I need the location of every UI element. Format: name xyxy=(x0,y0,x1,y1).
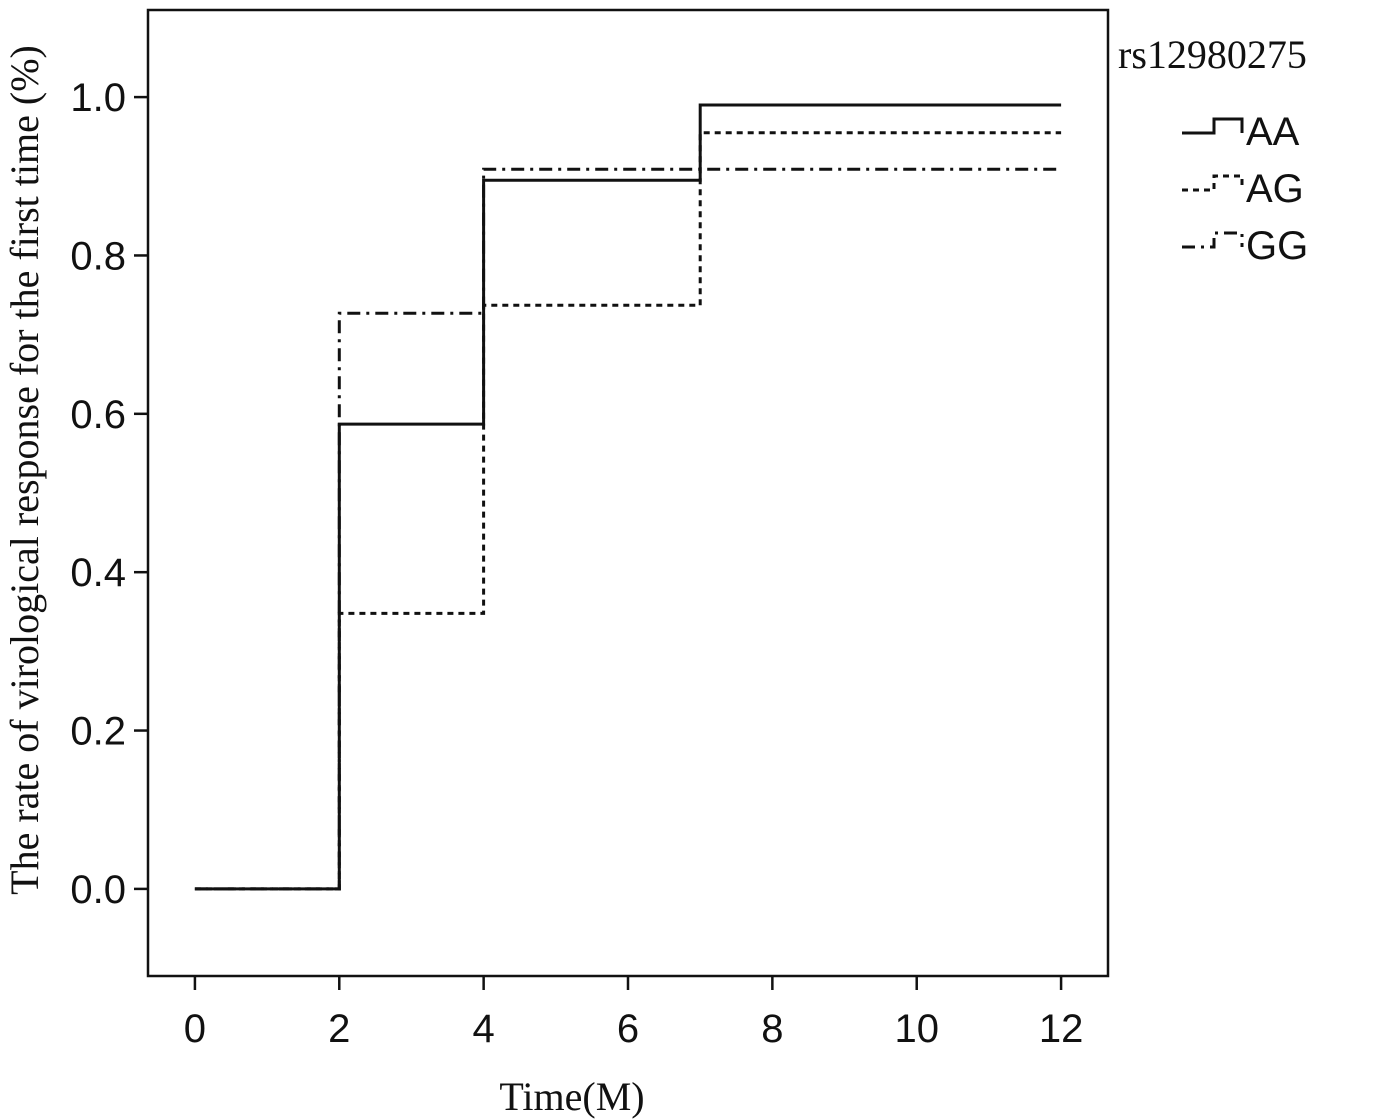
y-tick-label: 0.4 xyxy=(70,551,126,595)
legend-label-AG: AG xyxy=(1246,167,1304,211)
x-tick-label: 12 xyxy=(1039,1007,1084,1051)
series-line-AG xyxy=(194,131,1062,891)
y-axis-ticks: 0.0 0.2 0.4 0.6 0.8 1.0 xyxy=(70,76,148,912)
y-axis-title: The rate of virological response for the… xyxy=(2,45,47,895)
x-tick-label: 8 xyxy=(761,1007,783,1051)
legend: rs12980275 AA AG GG xyxy=(1118,32,1308,268)
x-tick-label: 0 xyxy=(184,1007,206,1051)
series-line-AA xyxy=(194,103,1062,891)
y-tick-label: 0.8 xyxy=(70,234,126,278)
legend-label-AA: AA xyxy=(1246,110,1300,154)
x-axis-title: Time(M) xyxy=(499,1074,644,1119)
legend-symbol-GG xyxy=(1182,231,1244,249)
y-tick-label: 1.0 xyxy=(70,76,126,120)
x-tick-label: 2 xyxy=(328,1007,350,1051)
y-tick-label: 0.2 xyxy=(70,710,126,754)
legend-title: rs12980275 xyxy=(1118,32,1307,77)
y-tick-label: 0.6 xyxy=(70,393,126,437)
x-tick-label: 6 xyxy=(617,1007,639,1051)
legend-symbol-AG xyxy=(1182,174,1244,192)
legend-label-GG: GG xyxy=(1246,224,1308,268)
x-tick-label: 4 xyxy=(473,1007,495,1051)
y-tick-label: 0.0 xyxy=(70,868,126,912)
x-tick-label: 10 xyxy=(894,1007,939,1051)
legend-symbol-AA xyxy=(1182,117,1244,135)
series-layer xyxy=(194,103,1062,891)
plot-frame xyxy=(146,8,1110,978)
x-axis-ticks: 0 2 4 6 8 10 12 xyxy=(184,976,1084,1051)
series-line-GG xyxy=(194,167,1062,891)
